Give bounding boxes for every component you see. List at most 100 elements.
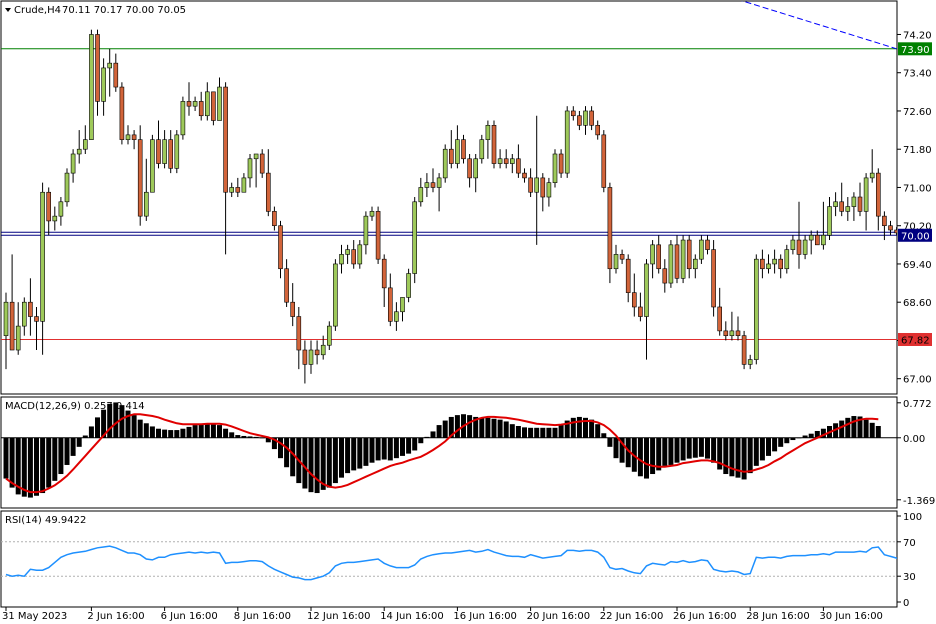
candle xyxy=(272,206,277,231)
macd-bar xyxy=(723,437,729,475)
candle xyxy=(680,235,686,284)
bear-candle-body xyxy=(211,91,216,121)
candle xyxy=(802,235,808,260)
bull-candle-body xyxy=(76,148,82,155)
macd-bar xyxy=(656,437,662,471)
candle xyxy=(137,125,143,226)
candle xyxy=(418,177,424,207)
candle xyxy=(308,340,314,374)
macd-bar xyxy=(534,427,540,438)
bull-candle-body xyxy=(70,153,76,174)
macd-bar xyxy=(619,437,625,463)
macd-bar xyxy=(15,437,21,495)
macd-bar xyxy=(387,437,393,461)
bull-candle-body xyxy=(729,330,735,336)
candle xyxy=(723,321,729,341)
candle xyxy=(692,254,698,279)
bear-candle-body xyxy=(656,244,662,270)
macd-bar xyxy=(613,437,619,459)
bull-candle-body xyxy=(247,158,253,179)
macd-bar xyxy=(332,437,338,484)
bull-candle-body xyxy=(144,191,149,217)
bull-candle-body xyxy=(436,177,442,188)
macd-bar xyxy=(607,437,613,447)
price-tick-label: 71.00 xyxy=(903,183,932,194)
macd-bar xyxy=(52,437,58,481)
bull-candle-body xyxy=(180,101,186,136)
macd-bar xyxy=(290,437,296,477)
bull-candle-body xyxy=(192,101,198,107)
candle xyxy=(467,153,472,188)
rsi-panel[interactable] xyxy=(0,510,898,608)
candle xyxy=(845,197,851,221)
bear-candle-body xyxy=(46,191,52,222)
candle xyxy=(70,149,76,183)
candle xyxy=(290,283,296,327)
bear-candle-body xyxy=(491,125,497,164)
candle xyxy=(595,120,601,140)
candle xyxy=(375,206,381,264)
bull-candle-body xyxy=(107,62,112,69)
macd-bar xyxy=(265,437,271,443)
macd-bar xyxy=(229,432,235,438)
candle xyxy=(570,106,576,121)
macd-bar xyxy=(320,437,326,490)
candle xyxy=(400,297,405,322)
candle xyxy=(631,273,637,317)
candle xyxy=(760,249,765,279)
bull-candle-body xyxy=(308,349,314,365)
triangle-down-icon[interactable] xyxy=(5,8,11,12)
candle xyxy=(259,149,265,178)
bull-candle-body xyxy=(363,215,369,246)
bull-candle-body xyxy=(790,239,796,250)
candle xyxy=(326,321,332,351)
bull-candle-body xyxy=(509,158,515,164)
macd-bar xyxy=(198,424,204,438)
candle xyxy=(619,249,625,264)
macd-bar xyxy=(88,426,94,438)
bull-candle-body xyxy=(485,125,491,140)
macd-bar xyxy=(747,437,753,474)
bear-candle-body xyxy=(875,172,881,217)
macd-bar xyxy=(351,437,357,471)
macd-bar xyxy=(674,437,680,463)
macd-bar xyxy=(149,426,155,438)
macd-bar xyxy=(601,433,607,438)
macd-bar xyxy=(58,437,64,475)
bull-candle-body xyxy=(808,234,814,241)
candle xyxy=(442,144,448,183)
candle xyxy=(735,316,741,341)
candle xyxy=(753,254,759,365)
macd-bar xyxy=(583,417,588,438)
bull-candle-body xyxy=(162,139,167,164)
bull-candle-body xyxy=(772,258,777,265)
price-panel[interactable] xyxy=(0,0,898,395)
candle xyxy=(772,249,777,274)
candle xyxy=(534,115,540,245)
bull-candle-body xyxy=(253,153,259,160)
candle xyxy=(650,240,655,279)
candle xyxy=(509,153,515,174)
candle xyxy=(796,201,802,269)
macd-bar xyxy=(76,437,82,447)
rsi-tick-label: 100 xyxy=(903,512,922,523)
macd-bar xyxy=(759,437,765,461)
bear-candle-body xyxy=(522,172,527,179)
macd-bar xyxy=(503,421,509,438)
macd-bar xyxy=(119,405,125,438)
bear-candle-body xyxy=(131,134,137,140)
candle xyxy=(174,130,180,174)
macd-bar xyxy=(820,428,826,438)
macd-bar xyxy=(729,437,735,477)
bear-candle-body xyxy=(711,249,716,308)
price-tick-label: 69.40 xyxy=(903,260,932,271)
bull-candle-body xyxy=(394,311,399,322)
candle xyxy=(369,206,375,221)
candle xyxy=(9,254,15,351)
candle xyxy=(320,335,326,360)
candle xyxy=(522,168,527,183)
bull-candle-body xyxy=(473,158,479,179)
bull-candle-body xyxy=(821,234,826,246)
bear-candle-body xyxy=(314,349,320,356)
